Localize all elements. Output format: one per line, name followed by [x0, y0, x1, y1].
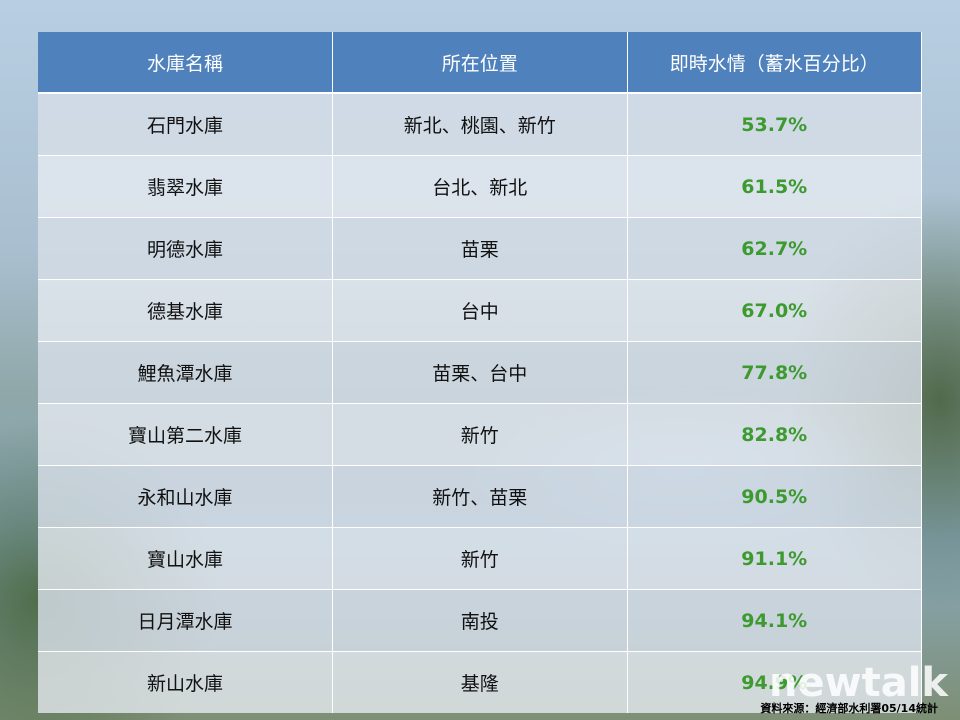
reservoir-name: 翡翠水庫 — [38, 155, 333, 218]
table-row: 日月潭水庫 南投 94.1% — [38, 589, 922, 652]
location: 基隆 — [332, 651, 628, 713]
table-row: 鯉魚潭水庫 苗栗、台中 77.8% — [38, 341, 922, 404]
table-row: 德基水庫 台中 67.0% — [38, 279, 922, 342]
location: 苗栗、台中 — [332, 341, 628, 404]
location: 新竹、苗栗 — [332, 465, 628, 528]
storage-percent: 90.5% — [627, 465, 922, 528]
location: 苗栗 — [332, 217, 628, 280]
storage-percent: 94.1% — [627, 589, 922, 652]
table-row: 翡翠水庫 台北、新北 61.5% — [38, 155, 922, 218]
header-cell: 即時水情（蓄水百分比） — [627, 32, 922, 94]
reservoir-name: 寶山水庫 — [38, 527, 333, 590]
storage-percent: 82.8% — [627, 403, 922, 466]
watermark: newtalk — [769, 660, 948, 706]
table-row: 永和山水庫 新竹、苗栗 90.5% — [38, 465, 922, 528]
table-row: 新山水庫 基隆 94.9% — [38, 651, 922, 713]
storage-percent: 62.7% — [627, 217, 922, 280]
storage-percent: 91.1% — [627, 527, 922, 590]
reservoir-name: 新山水庫 — [38, 651, 333, 713]
location: 新竹 — [332, 527, 628, 590]
header-cell: 水庫名稱 — [38, 32, 333, 94]
reservoir-name: 石門水庫 — [38, 92, 333, 156]
location: 新竹 — [332, 403, 628, 466]
source-note: 資料來源：經濟部水利署05/14統計 — [760, 702, 938, 715]
reservoir-table: 水庫名稱 所在位置 即時水情（蓄水百分比） 石門水庫 新北、桃園、新竹 53.7% 翡翠水… — [38, 32, 922, 713]
location: 台北、新北 — [332, 155, 628, 218]
storage-percent: 61.5% — [627, 155, 922, 218]
location: 台中 — [332, 279, 628, 342]
storage-percent: 53.7% — [627, 92, 922, 156]
reservoir-name: 寶山第二水庫 — [38, 403, 333, 466]
table-row: 寶山水庫 新竹 91.1% — [38, 527, 922, 590]
location: 新北、桃園、新竹 — [332, 92, 628, 156]
reservoir-name: 明德水庫 — [38, 217, 333, 280]
reservoir-name: 永和山水庫 — [38, 465, 333, 528]
storage-percent: 67.0% — [627, 279, 922, 342]
header-cell: 所在位置 — [332, 32, 628, 94]
reservoir-name: 日月潭水庫 — [38, 589, 333, 652]
table-row: 石門水庫 新北、桃園、新竹 53.7% — [38, 92, 922, 156]
header-row: 水庫名稱 所在位置 即時水情（蓄水百分比） — [38, 32, 922, 94]
table-row: 寶山第二水庫 新竹 82.8% — [38, 403, 922, 466]
storage-percent: 77.8% — [627, 341, 922, 404]
storage-percent: 94.9% — [627, 651, 922, 713]
reservoir-name: 德基水庫 — [38, 279, 333, 342]
table-row: 明德水庫 苗栗 62.7% — [38, 217, 922, 280]
table-body: 石門水庫 新北、桃園、新竹 53.7% 翡翠水庫 台北、新北 61.5% 明德水庫 苗栗 62.… — [38, 92, 922, 713]
location: 南投 — [332, 589, 628, 652]
reservoir-name: 鯉魚潭水庫 — [38, 341, 333, 404]
